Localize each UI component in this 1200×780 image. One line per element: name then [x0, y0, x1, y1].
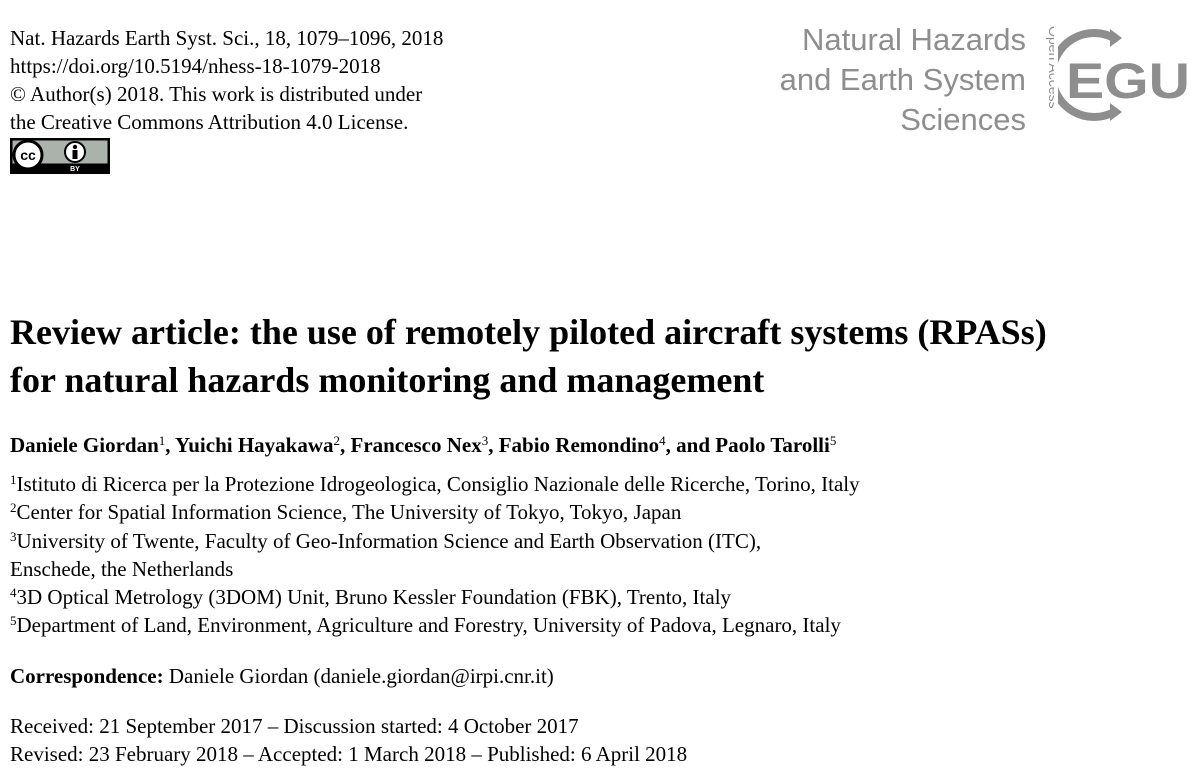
author-sep: , and [665, 433, 716, 457]
correspondence-value[interactable]: Daniele Giordan (daniele.giordan@irpi.cn… [168, 664, 554, 688]
affiliation-text: Istituto di Ricerca per la Protezione Id… [16, 472, 860, 496]
affiliation: 43D Optical Metrology (3DOM) Unit, Bruno… [10, 583, 860, 611]
copyright-line: © Author(s) 2018. This work is distribut… [10, 82, 423, 106]
author-sep: , [165, 433, 175, 457]
article-title: Review article: the use of remotely pilo… [10, 308, 1195, 404]
author-list: Daniele Giordan1, Yuichi Hayakawa2, Fran… [10, 431, 836, 459]
affiliation: 3University of Twente, Faculty of Geo-In… [10, 527, 860, 555]
affiliation-sup: 3 [10, 528, 17, 544]
cc-by-icon[interactable]: cc BY [10, 138, 110, 174]
affiliation: 5Department of Land, Environment, Agricu… [10, 611, 860, 639]
author-sep: , [488, 433, 499, 457]
svg-text:cc: cc [20, 147, 36, 163]
license-line: the Creative Commons Attribution 4.0 Lic… [10, 110, 409, 134]
affiliation-text: University of Twente, Faculty of Geo-Inf… [16, 528, 762, 553]
affiliation-sup: 4 [10, 585, 17, 601]
citation-block: Nat. Hazards Earth Syst. Sci., 18, 1079–… [10, 24, 443, 136]
author-name: Paolo Tarolli [715, 433, 830, 457]
correspondence: Correspondence: Daniele Giordan (daniele… [10, 662, 554, 690]
author-sep: , [340, 433, 351, 457]
author-affil-sup: 2 [333, 433, 341, 448]
egu-logo: EGU [1058, 29, 1190, 121]
affiliation: 2Center for Spatial Information Science,… [10, 498, 860, 526]
affiliation-text: Center for Spatial Information Science, … [16, 500, 682, 525]
affiliation-sup: 2 [10, 500, 17, 516]
egu-logo-text: EGU [1066, 53, 1190, 109]
journal-name-line: Natural Hazards [802, 22, 1026, 57]
title-line: for natural hazards monitoring and manag… [10, 360, 765, 400]
affiliation-text: 3D Optical Metrology (3DOM) Unit, Bruno … [16, 585, 732, 610]
author-name: Fabio Remondino [498, 433, 660, 457]
open-access-label: Open Access [1046, 26, 1054, 109]
author-affil-sup: 4 [659, 433, 666, 448]
author-name: Francesco Nex [350, 433, 482, 457]
author-name: Yuichi Hayakawa [175, 433, 334, 457]
author-name: Daniele Giordan [10, 433, 159, 457]
correspondence-label: Correspondence: [10, 664, 164, 688]
author-affil-sup: 5 [829, 433, 837, 448]
publication-dates: Received: 21 September 2017 – Discussion… [10, 712, 687, 768]
affiliation-text: Department of Land, Environment, Agricul… [16, 613, 841, 638]
author-affil-sup: 3 [481, 433, 489, 448]
affiliation-sup: 5 [10, 613, 17, 629]
dates-line: Received: 21 September 2017 – Discussion… [10, 714, 579, 738]
affiliation-continuation: Enschede, the Netherlands [10, 556, 234, 581]
dates-line: Revised: 23 February 2018 – Accepted: 1 … [10, 742, 688, 766]
affiliation-sup: 1 [10, 472, 17, 487]
journal-citation: Nat. Hazards Earth Syst. Sci., 18, 1079–… [10, 26, 444, 50]
svg-text:BY: BY [70, 166, 80, 173]
doi-link[interactable]: https://doi.org/10.5194/nhess-18-1079-20… [10, 54, 381, 78]
journal-name: Natural Hazards and Earth System Science… [780, 20, 1026, 140]
journal-name-line: and Earth System [779, 62, 1026, 97]
affiliation-list: 1Istituto di Ricerca per la Protezione I… [10, 470, 860, 640]
title-line: Review article: the use of remotely pilo… [10, 312, 1047, 352]
affiliation: 1Istituto di Ricerca per la Protezione I… [10, 470, 860, 498]
open-access-text: Open Access [1046, 26, 1054, 109]
journal-name-line: Sciences [900, 102, 1026, 137]
author-affil-sup: 1 [158, 433, 166, 448]
